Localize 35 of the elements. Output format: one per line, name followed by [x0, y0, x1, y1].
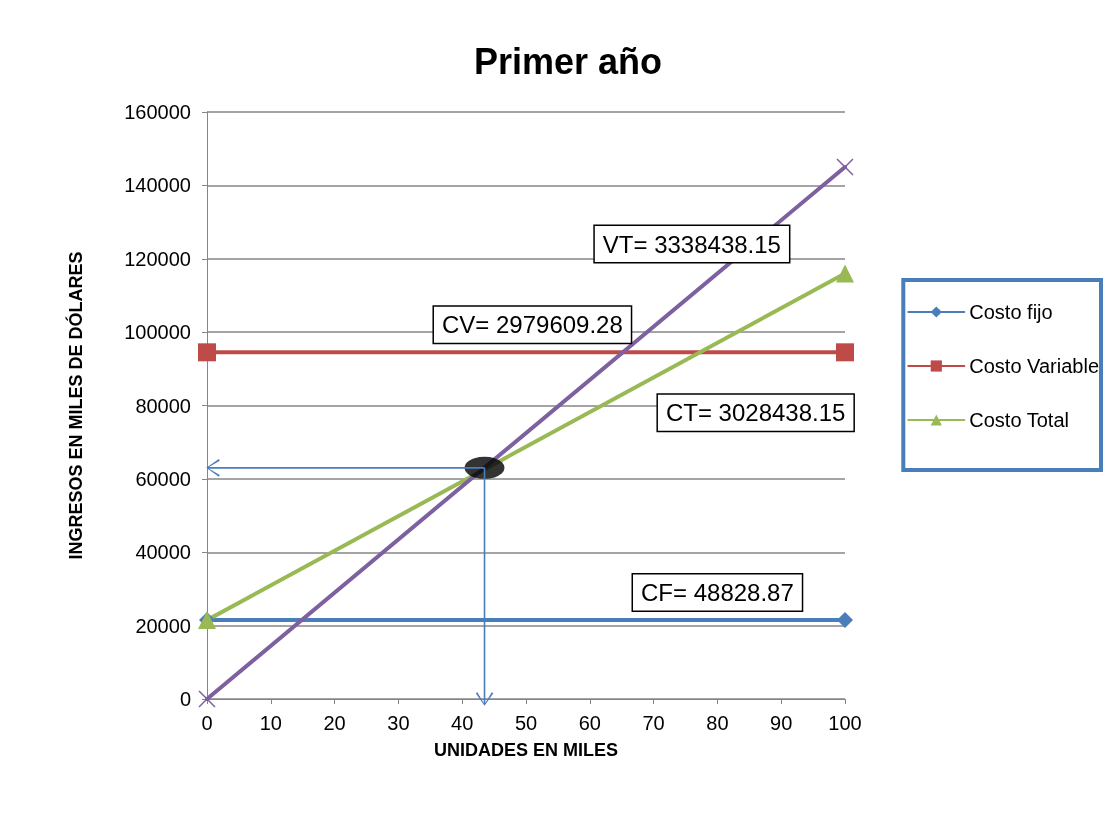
y-tick-label: 60000: [135, 467, 191, 490]
legend-label: Costo Variable: [969, 355, 1100, 377]
annotation: CF= 48828.87: [641, 579, 794, 607]
x-tick-label: 50: [514, 712, 538, 734]
chart-title: Primer año: [473, 40, 663, 82]
x-tick-label: 0: [201, 712, 213, 734]
y-tick-label: 20000: [135, 614, 191, 637]
x-tick-label: 40: [451, 712, 474, 734]
annotation: CV= 2979609.28: [441, 311, 623, 339]
y-tick-label: 100000: [124, 321, 191, 344]
x-tick-label: 90: [770, 712, 793, 734]
y-tick-label: 160000: [124, 101, 191, 123]
x-tick-label: 60: [578, 712, 601, 734]
point: [836, 343, 854, 362]
x-tick-label: 30: [387, 712, 410, 734]
legend-label: Costo fijo: [969, 301, 1053, 323]
x-tick-label: 100: [828, 712, 862, 734]
y-tick-label: 80000: [135, 394, 191, 417]
point: [836, 158, 854, 176]
x-tick-label: 70: [642, 712, 665, 734]
annotation: VT= 3338438.15: [602, 230, 781, 258]
y-tick-label: 120000: [124, 247, 191, 270]
x-axis-title: UNIDADES EN MILES: [433, 740, 619, 760]
point: [198, 343, 216, 362]
annotation: CT= 3028438.15: [665, 399, 846, 427]
point: [837, 612, 853, 629]
x-tick-label: 20: [323, 712, 346, 734]
y-axis-title: INGRESOS EN MILES DE DÓLARES: [65, 251, 86, 560]
y-tick-label: 0: [179, 688, 191, 710]
x-tick-label: 80: [706, 712, 729, 734]
point: [198, 690, 216, 708]
y-tick-label: 140000: [124, 174, 191, 197]
legend-label: Costo Total: [969, 409, 1069, 431]
x-tick-label: 10: [259, 712, 282, 734]
y-tick-label: 40000: [135, 541, 191, 564]
